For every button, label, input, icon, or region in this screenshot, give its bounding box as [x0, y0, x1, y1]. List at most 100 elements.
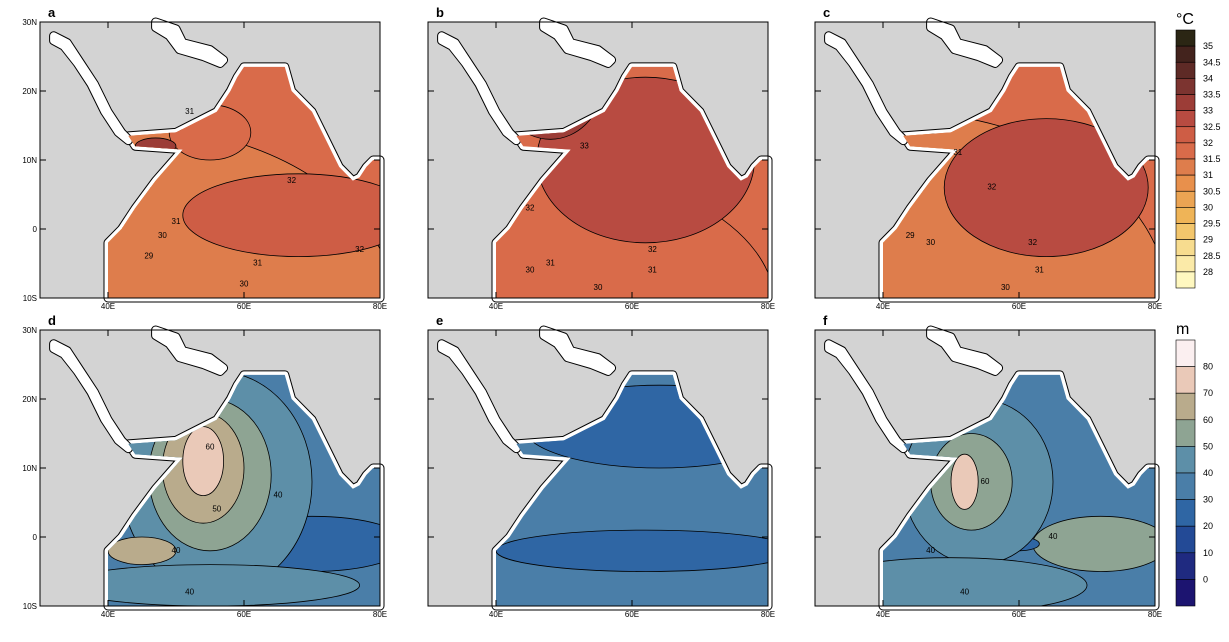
colorbar-swatch — [1175, 419, 1196, 447]
coast-mask — [540, 326, 616, 375]
contour-label: 40 — [172, 546, 181, 555]
contour-label: 40 — [185, 587, 194, 596]
lat-label: 0 — [33, 533, 38, 542]
coast-mask — [438, 340, 520, 453]
lat-label: 10N — [22, 156, 37, 165]
contour-label: 32 — [355, 245, 364, 254]
colorbar-swatch — [1175, 61, 1196, 79]
coast-mask — [152, 18, 228, 67]
lon-label: 40E — [101, 610, 115, 619]
contour-label: 32 — [526, 203, 535, 212]
colorbar-label: 70 — [1203, 388, 1213, 398]
lon-label: 60E — [1012, 302, 1026, 311]
lon-label: 40E — [101, 302, 115, 311]
contour-label: 33 — [580, 141, 589, 150]
contour-label: 40 — [274, 491, 283, 500]
colorbar-label: 50 — [1203, 441, 1213, 451]
lat-label: 10N — [22, 464, 37, 473]
colorbar-label: 28 — [1203, 267, 1213, 277]
colorbar-swatch — [1175, 552, 1196, 580]
colorbar-label: 32.5 — [1203, 122, 1221, 132]
contour-label: 30 — [526, 266, 535, 275]
colorbar-swatch — [1175, 366, 1196, 394]
colorbar-label: 10 — [1203, 548, 1213, 558]
colorbar: °C 35 34.5 34 33.5 33 32.5 32 31.5 31 30.5 30 29.5 29… — [1175, 11, 1221, 289]
lon-label: 80E — [373, 302, 387, 311]
contour-label: 31 — [648, 266, 657, 275]
contour-label: 29 — [144, 252, 153, 261]
colorbar-label: 29 — [1203, 235, 1213, 245]
contour-region — [496, 529, 768, 572]
contour-label: 50 — [212, 505, 221, 514]
lat-label: 20N — [22, 87, 37, 96]
contour-label: 30 — [926, 238, 935, 247]
colorbar-label: 34.5 — [1203, 57, 1221, 67]
lon-label: 60E — [237, 302, 251, 311]
contour-label: 31 — [1035, 266, 1044, 275]
contour-label: 60 — [981, 477, 990, 486]
colorbar-swatch — [1175, 126, 1196, 144]
lon-label: 80E — [1148, 610, 1162, 619]
contour-region — [950, 453, 979, 510]
contour-label: 31 — [253, 259, 262, 268]
contour-region — [108, 536, 177, 566]
colorbar-swatch — [1175, 207, 1196, 224]
contour-label: 32 — [287, 176, 296, 185]
lon-label: 60E — [625, 302, 639, 311]
lon-label: 80E — [373, 610, 387, 619]
colorbar-swatch — [1175, 446, 1196, 474]
coast-mask — [927, 326, 1003, 375]
colorbar-swatch — [1175, 158, 1196, 176]
coast-mask — [540, 18, 616, 67]
contour-label: 40 — [960, 587, 969, 596]
map-panel: 31 30 32 29 32 31 30 c 40E 60E 80E — [814, 5, 1162, 311]
contour-label: 30 — [594, 283, 603, 292]
map-panel: 31 30 32 31 29 32 31 30 a 30N 20N 10N 0 10S 40E 60E 80E — [22, 5, 387, 311]
panel-letter: f — [823, 313, 828, 328]
colorbar-swatch — [1175, 78, 1196, 95]
contour-label: 40 — [1049, 532, 1058, 541]
lat-label: 10S — [23, 602, 37, 611]
lon-label: 60E — [1012, 610, 1026, 619]
lat-label: 30N — [22, 18, 37, 27]
contour-region — [182, 426, 225, 497]
colorbar-label: 30 — [1203, 202, 1213, 212]
panel-letter: a — [48, 5, 56, 20]
map-panel: e 40E 60E 80E — [427, 313, 775, 619]
colorbar-swatch — [1175, 174, 1196, 192]
lon-label: 40E — [489, 302, 503, 311]
lon-label: 60E — [237, 610, 251, 619]
coast-mask — [438, 32, 520, 145]
colorbar-label: 40 — [1203, 468, 1213, 478]
colorbar-swatch — [1175, 271, 1196, 289]
contour-label: 31 — [185, 107, 194, 116]
colorbar-label: 60 — [1203, 415, 1213, 425]
colorbar-label: 33 — [1203, 106, 1213, 116]
colorbar-swatch — [1175, 499, 1196, 527]
colorbar-label: 20 — [1203, 521, 1213, 531]
lon-label: 80E — [761, 302, 775, 311]
colorbar-swatch — [1175, 472, 1196, 500]
map-panel: 33 32 30 31 32 31 30 b 40E 60E 80E — [427, 5, 775, 311]
colorbar-swatch — [1175, 339, 1196, 367]
contour-label: 31 — [546, 259, 555, 268]
contour-region — [182, 173, 380, 257]
contour-region — [883, 557, 1088, 606]
lat-label: 10S — [23, 294, 37, 303]
colorbar-label: 34 — [1203, 73, 1213, 83]
colorbar-label: 33.5 — [1203, 90, 1221, 100]
colorbar-label: 28.5 — [1203, 251, 1221, 261]
colorbar-label: 0 — [1203, 574, 1208, 584]
coast-mask — [825, 340, 907, 453]
colorbar-swatch — [1175, 579, 1196, 607]
lon-label: 80E — [761, 610, 775, 619]
contour-label: 32 — [987, 183, 996, 192]
lat-label: 0 — [33, 225, 38, 234]
contour-region — [1032, 515, 1155, 572]
contour-label: 32 — [648, 245, 657, 254]
colorbar-swatch — [1175, 239, 1196, 257]
coast-mask — [50, 32, 132, 145]
colorbar-label: 30 — [1203, 495, 1213, 505]
